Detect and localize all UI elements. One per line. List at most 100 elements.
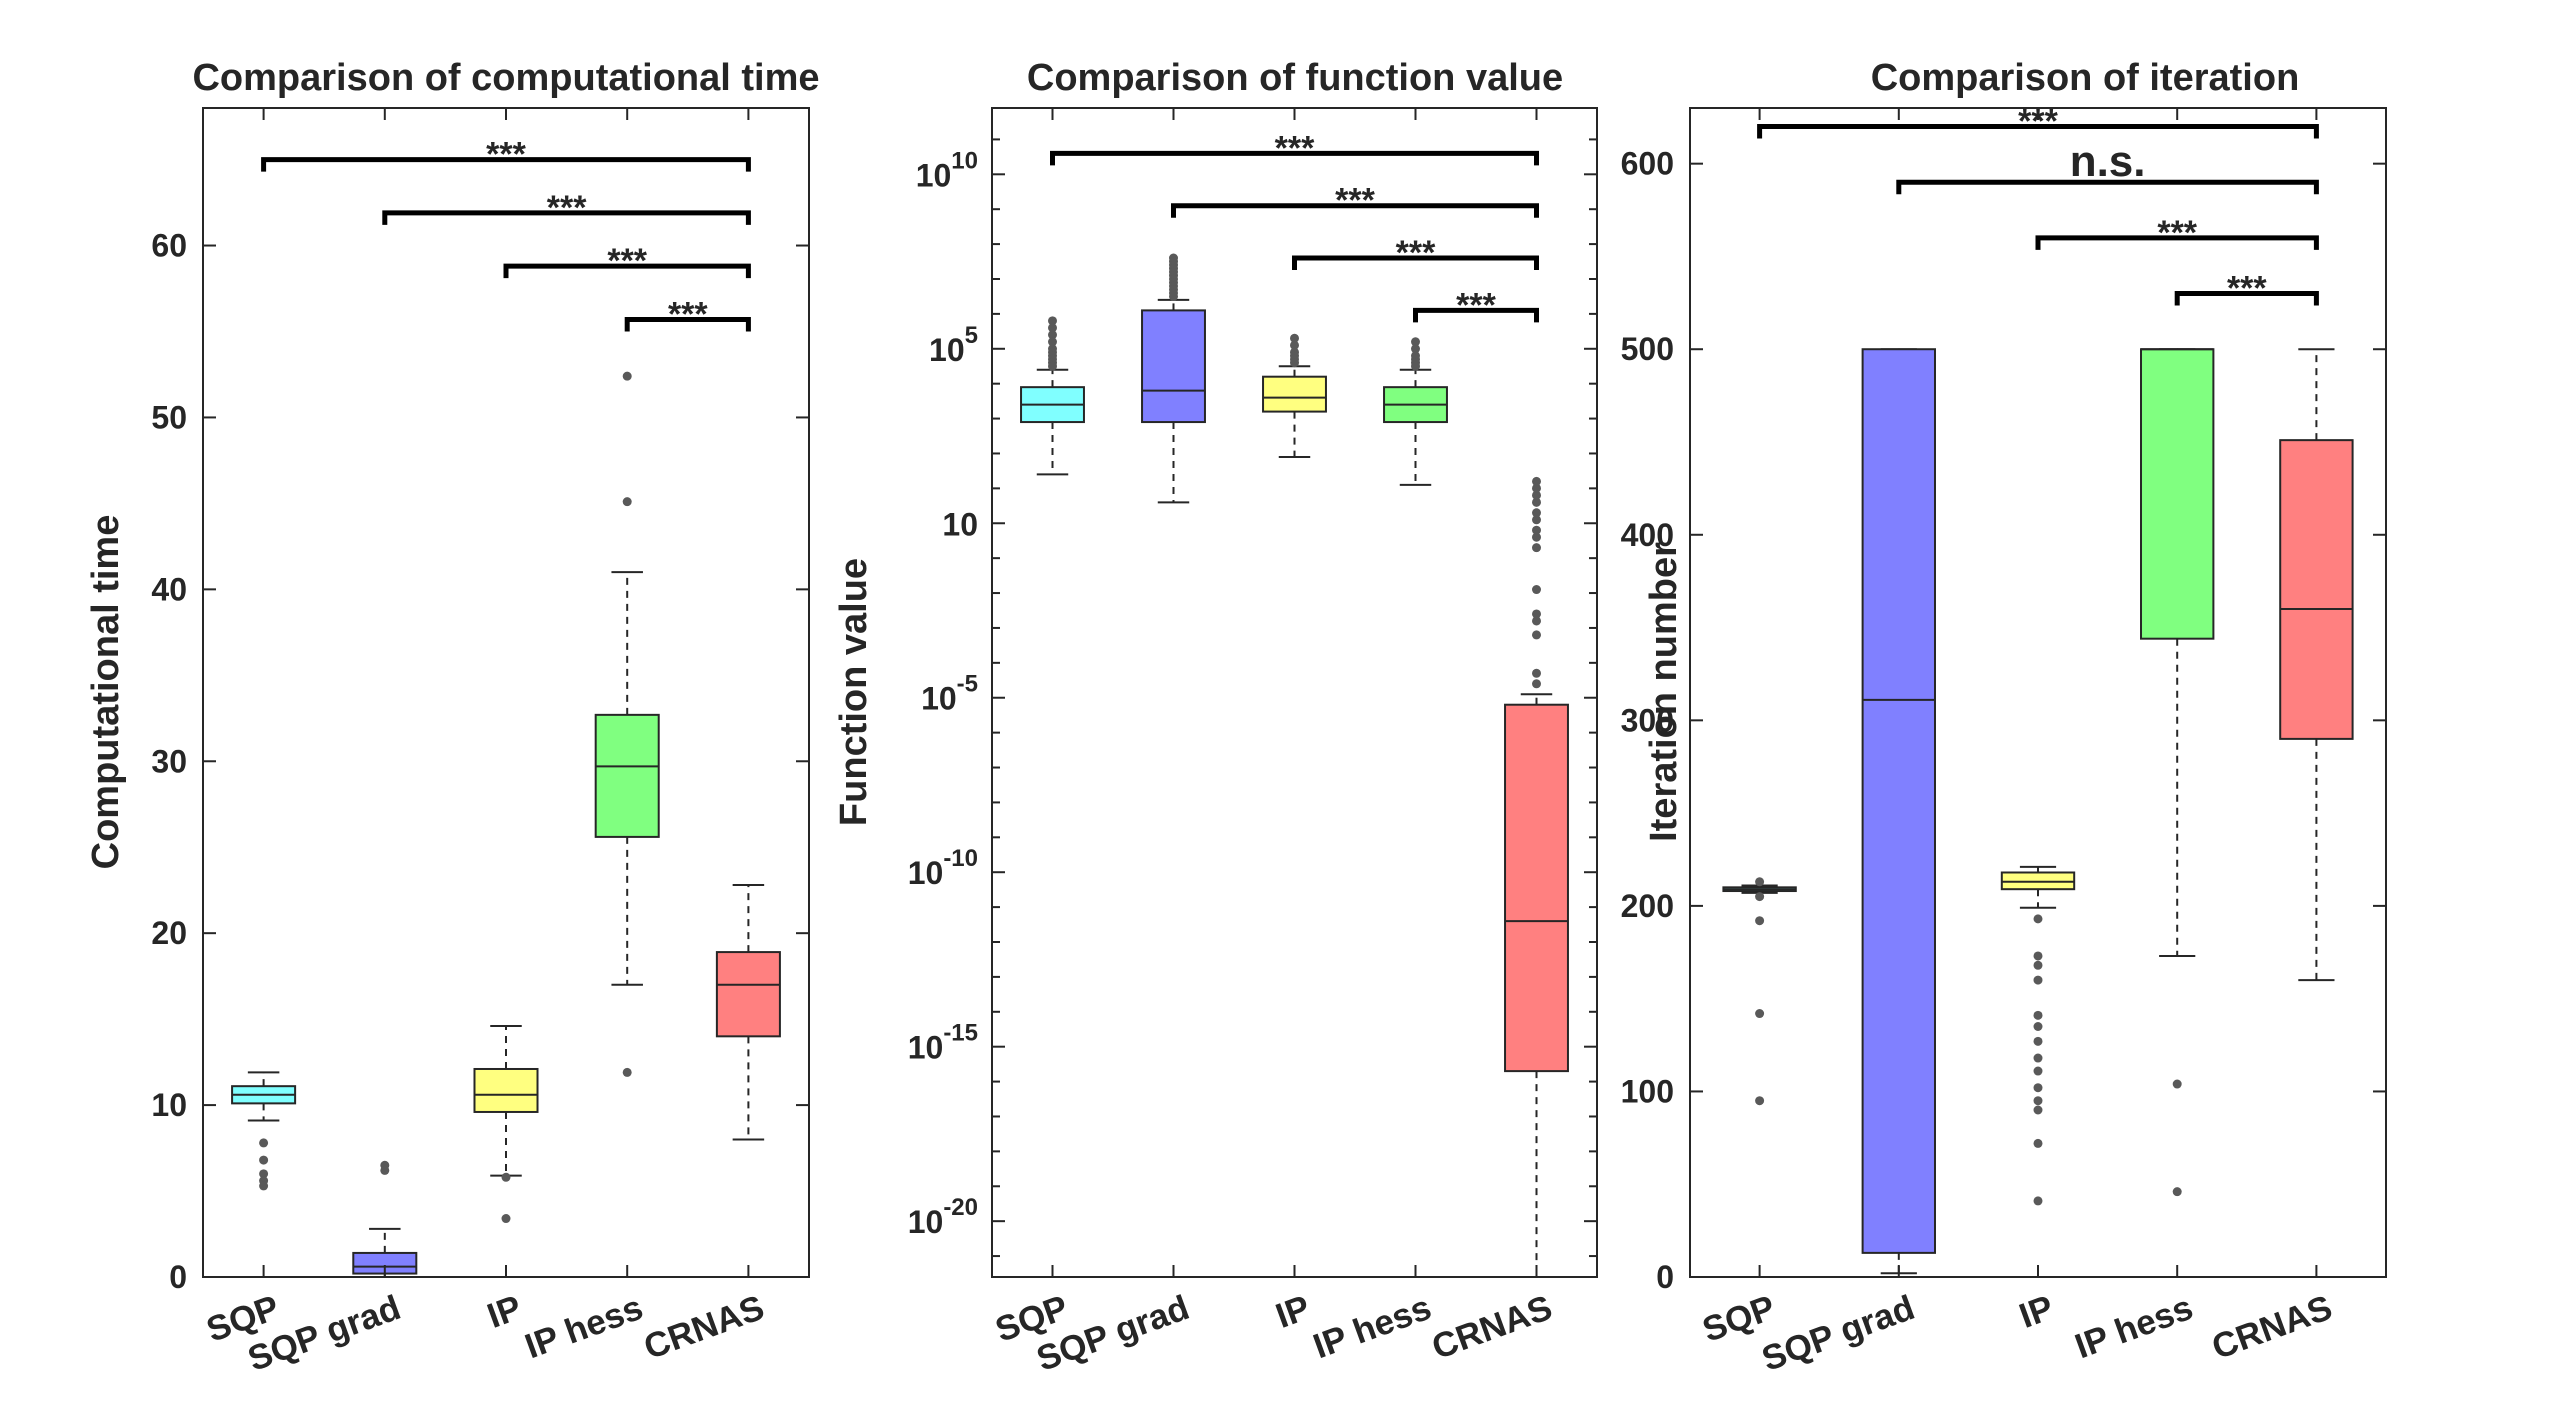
significance-label: *** bbox=[1456, 286, 1496, 324]
outlier-point bbox=[2172, 1079, 2182, 1089]
x-tick-label: IP bbox=[2014, 1288, 2058, 1336]
y-tick-label: 1010 bbox=[916, 147, 978, 193]
significance-label: *** bbox=[547, 189, 587, 227]
significance-label: *** bbox=[486, 136, 526, 174]
outlier-point bbox=[1532, 679, 1541, 689]
bracket-line bbox=[1171, 203, 1539, 218]
y-tick-label: 50 bbox=[151, 399, 187, 435]
y-axis-label: Function value bbox=[833, 558, 875, 826]
outlier-point bbox=[2033, 975, 2043, 985]
significance-label: *** bbox=[1396, 234, 1436, 272]
bracket-line bbox=[1757, 124, 2319, 139]
y-tick-label: 200 bbox=[1621, 888, 1674, 924]
significance-bracket: *** bbox=[1757, 103, 2319, 141]
outlier-point bbox=[2033, 951, 2043, 961]
outlier-point bbox=[259, 1155, 269, 1165]
bracket-line bbox=[624, 316, 751, 332]
bracket-line bbox=[2174, 291, 2319, 306]
outlier-point bbox=[1532, 508, 1541, 518]
outlier-point bbox=[1532, 616, 1541, 626]
box-iqr bbox=[1861, 348, 1936, 1254]
outlier-point bbox=[1755, 1009, 1765, 1019]
bracket-line bbox=[1896, 179, 2319, 195]
outlier-point bbox=[1532, 515, 1541, 525]
x-tick-label: IP hess bbox=[520, 1288, 648, 1366]
outlier-point bbox=[622, 371, 632, 381]
outlier-point bbox=[1048, 361, 1057, 371]
significance-bracket: *** bbox=[503, 242, 751, 280]
y-axis-label: Iteration number bbox=[1643, 542, 1685, 842]
box-crnas bbox=[1504, 476, 1569, 1278]
chart-title: Comparison of computational time bbox=[192, 57, 819, 99]
significance-bracket: *** bbox=[1050, 129, 1539, 167]
outlier-point bbox=[380, 1165, 390, 1175]
outlier-point bbox=[1532, 525, 1541, 535]
outlier-point bbox=[501, 1172, 511, 1182]
outlier-point bbox=[501, 1214, 511, 1224]
significance-label: *** bbox=[2018, 103, 2058, 141]
outlier-point bbox=[1411, 361, 1420, 371]
y-tick-label: 100 bbox=[1621, 1073, 1674, 1109]
y-tick-label: 60 bbox=[151, 228, 187, 264]
box-iqr bbox=[715, 951, 781, 1038]
outlier-point bbox=[2033, 1010, 2043, 1020]
outlier-point bbox=[1532, 483, 1541, 493]
box-sqp bbox=[231, 1071, 297, 1191]
box-ip-hess bbox=[594, 371, 660, 1077]
outlier-point bbox=[1755, 1096, 1765, 1106]
x-tick-label: SQP grad bbox=[1757, 1288, 1920, 1379]
y-tick-label: 10 bbox=[942, 506, 978, 542]
outlier-point bbox=[2033, 1138, 2043, 1148]
y-tick-label: 105 bbox=[929, 322, 978, 368]
outlier-point bbox=[1290, 358, 1299, 368]
box-ip-hess bbox=[2140, 348, 2215, 1197]
significance-bracket: *** bbox=[2035, 214, 2319, 252]
outlier-point bbox=[1532, 497, 1541, 507]
significance-bracket: *** bbox=[382, 189, 751, 227]
box-sqp-grad bbox=[352, 1160, 418, 1278]
box-ip bbox=[473, 1025, 539, 1224]
box-ip bbox=[1262, 333, 1327, 458]
chart-title: Comparison of iteration bbox=[1871, 57, 2300, 99]
x-tick-label: IP hess bbox=[2070, 1288, 2198, 1366]
box-iqr bbox=[1504, 703, 1569, 1073]
box-iqr bbox=[594, 713, 660, 838]
box-crnas bbox=[2279, 348, 2354, 982]
outlier-point bbox=[2033, 1036, 2043, 1046]
significance-bracket: *** bbox=[624, 295, 751, 333]
outlier-point bbox=[1411, 344, 1420, 354]
outlier-point bbox=[259, 1181, 269, 1191]
outlier-point bbox=[259, 1138, 269, 1148]
outlier-point bbox=[1755, 892, 1765, 902]
outlier-point bbox=[622, 1067, 632, 1077]
outlier-point bbox=[1290, 333, 1299, 343]
x-tick-label: CRNAS bbox=[1427, 1288, 1557, 1367]
outlier-point bbox=[2033, 1066, 2043, 1076]
outlier-point bbox=[2033, 1053, 2043, 1063]
outlier-point bbox=[2033, 1083, 2043, 1093]
outlier-point bbox=[1411, 337, 1420, 347]
outlier-point bbox=[622, 497, 632, 507]
chart-panel-3: Comparison of iteration Iteration number 0… bbox=[1621, 57, 2387, 1379]
box-sqp bbox=[1722, 877, 1797, 1106]
chart-panel-1: Comparison of computational time Computat… bbox=[85, 57, 820, 1379]
box-sqp-grad bbox=[1141, 253, 1206, 504]
y-tick-label: 40 bbox=[151, 571, 187, 607]
box-ip bbox=[2000, 865, 2076, 1206]
outlier-point bbox=[1532, 585, 1541, 595]
significance-bracket: *** bbox=[1171, 182, 1539, 220]
box-iqr bbox=[2140, 348, 2215, 640]
significance-label: *** bbox=[2227, 270, 2267, 308]
outlier-point bbox=[1048, 337, 1057, 347]
outlier-point bbox=[2033, 960, 2043, 970]
axes-frame bbox=[991, 107, 1598, 1278]
y-tick-label: 400 bbox=[1621, 517, 1674, 553]
bracket-line bbox=[2035, 235, 2319, 250]
y-tick-label: 10 bbox=[151, 1087, 187, 1123]
bracket-line bbox=[1292, 255, 1539, 271]
significance-label: n.s. bbox=[2070, 137, 2146, 186]
y-tick-label: 0 bbox=[1656, 1259, 1674, 1295]
significance-label: *** bbox=[1335, 182, 1375, 220]
chart-panel-2: Comparison of function value Function val… bbox=[833, 57, 1598, 1379]
